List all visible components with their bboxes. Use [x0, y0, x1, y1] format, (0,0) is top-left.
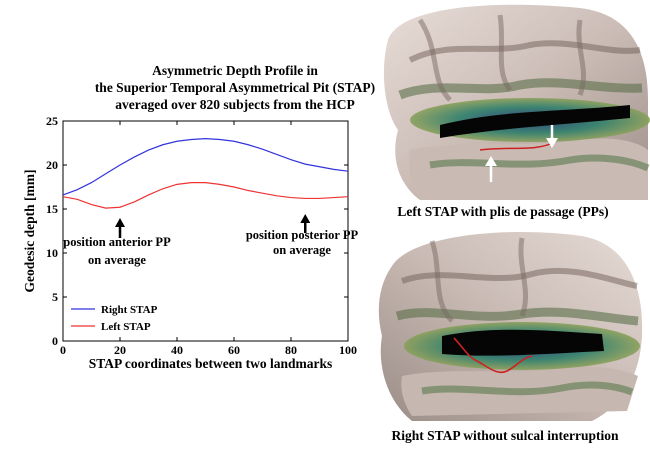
x-axis-label: STAP coordinates between two landmarks: [89, 356, 333, 370]
arrow-down-icon: [546, 125, 558, 148]
y-tick-label: 10: [46, 246, 58, 260]
plot-frame: [62, 120, 349, 342]
top-image-caption: Left STAP with plis de passage (PPs): [397, 204, 609, 219]
y-axis-label: Geodesic depth [mm]: [22, 170, 37, 293]
x-tick-label: 20: [114, 343, 126, 357]
annotation-text: on average: [273, 243, 331, 257]
annotation-text: position posterior PP: [246, 228, 359, 242]
y-tick-label: 15: [46, 202, 58, 216]
y-tick-label: 0: [52, 334, 58, 348]
x-tick-label: 60: [228, 343, 240, 357]
y-tick-label: 25: [46, 114, 58, 128]
right-hemisphere-brain-image: [378, 231, 643, 421]
left-hemisphere-brain-image: [383, 4, 650, 200]
title-line-2: the Superior Temporal Asymmetrical Pit (…: [94, 80, 376, 95]
legend-label: Right STAP: [101, 304, 158, 316]
annotation-text: on average: [88, 253, 146, 267]
arrow-up-icon: [115, 218, 125, 227]
x-tick-label: 100: [339, 343, 357, 357]
x-tick-label: 0: [60, 343, 66, 357]
chart-title: Asymmetric Depth Profile in the Superior…: [40, 62, 430, 113]
bottom-image-caption: Right STAP without sulcal interruption: [391, 428, 619, 443]
series-line-right-stap: [62, 137, 349, 196]
x-tick-label: 40: [171, 343, 183, 357]
arrow-up-icon: [485, 156, 497, 182]
title-line-1: Asymmetric Depth Profile in: [152, 63, 318, 78]
x-tick-label: 80: [285, 343, 297, 357]
series-line-left-stap: [62, 182, 349, 209]
y-tick-label: 20: [46, 158, 58, 172]
title-line-3: averaged over 820 subjects from the HCP: [115, 97, 355, 112]
y-tick-label: 5: [52, 290, 58, 304]
arrow-up-icon: [300, 214, 311, 223]
depth-profile-chart: 0 20 40 60 80 100 0 5 10 15 20 25 STAP coordinates b…: [22, 114, 359, 370]
legend-label: Left STAP: [101, 321, 151, 333]
annotation-text: position anterior PP: [63, 235, 171, 249]
